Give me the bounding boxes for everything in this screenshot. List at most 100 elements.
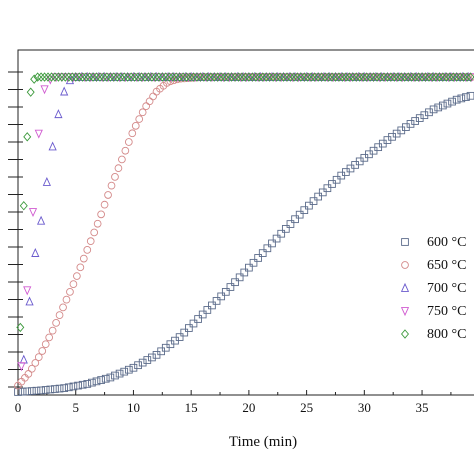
data-point: [438, 101, 447, 110]
data-point: [249, 258, 258, 267]
data-point: [47, 72, 56, 82]
data-point: [45, 333, 54, 342]
data-point: [28, 208, 38, 218]
data-point: [127, 72, 136, 82]
data-point: [57, 72, 66, 82]
data-point: [221, 288, 230, 296]
plot-border: [17, 49, 474, 396]
data-point: [263, 244, 272, 253]
data-point: [175, 333, 184, 341]
data-point: [93, 219, 102, 228]
data-point: [425, 108, 433, 117]
legend-label: 600 °C: [427, 235, 466, 250]
data-point: [48, 326, 57, 335]
data-point: [34, 353, 43, 361]
data-point: [97, 210, 105, 219]
data-point: [442, 72, 451, 82]
data-point: [359, 72, 368, 82]
legend-label: 650 °C: [427, 258, 466, 273]
legend-item: 800 °C: [401, 327, 466, 342]
data-point: [111, 173, 119, 181]
data-point: [83, 246, 92, 254]
axis-ticks: [8, 71, 452, 395]
data-point: [158, 72, 167, 82]
data-point: [352, 72, 361, 82]
data-point: [51, 385, 59, 393]
data-point: [89, 72, 98, 82]
data-point: [237, 72, 246, 82]
data-point: [142, 102, 150, 110]
data-point: [400, 72, 409, 82]
data-point: [97, 376, 105, 384]
data-point: [189, 319, 198, 328]
data-point: [134, 361, 142, 370]
data-point: [226, 283, 235, 291]
data-point: [334, 72, 343, 82]
data-point: [443, 99, 452, 108]
data-point: [90, 228, 99, 237]
data-point: [175, 72, 184, 82]
data-point: [148, 353, 156, 362]
data-point: [220, 72, 229, 82]
x-tick-label: 10: [127, 400, 140, 415]
data-point: [37, 386, 45, 395]
data-point: [123, 72, 132, 82]
data-point: [303, 72, 312, 82]
data-point: [66, 288, 74, 296]
data-point: [244, 72, 253, 82]
data-point: [147, 72, 156, 82]
data-point: [109, 72, 118, 82]
data-point: [296, 72, 305, 82]
data-point: [131, 121, 140, 130]
data-point: [310, 72, 319, 82]
data-point: [445, 72, 454, 82]
data-point: [92, 72, 101, 82]
data-point: [407, 72, 416, 82]
x-axis-title: Time (min): [229, 434, 297, 450]
data-point: [376, 72, 385, 82]
data-point: [206, 72, 215, 82]
data-point: [44, 72, 53, 82]
data-point: [124, 365, 133, 374]
legend-label: 800 °C: [427, 327, 466, 342]
data-point: [37, 72, 46, 82]
data-point: [95, 72, 104, 82]
data-point: [317, 72, 326, 82]
legend-marker: [400, 282, 410, 292]
data-point: [46, 385, 55, 394]
data-point: [281, 225, 290, 233]
data-point: [124, 138, 133, 146]
data-point: [130, 72, 139, 82]
data-point: [24, 370, 33, 378]
data-point: [104, 191, 112, 199]
data-point: [277, 229, 286, 238]
data-point: [235, 273, 244, 282]
x-tick-label: 0: [15, 400, 22, 415]
data-point: [52, 319, 60, 327]
data-point: [55, 384, 64, 393]
data-point: [463, 72, 472, 82]
legend-marker: [401, 238, 409, 246]
legend-marker: [401, 261, 409, 269]
data-point: [120, 367, 129, 376]
x-tick-label: 5: [72, 400, 79, 415]
data-point: [92, 377, 101, 386]
data-point: [234, 72, 243, 82]
data-point: [55, 311, 64, 319]
data-point: [19, 201, 28, 211]
data-point: [300, 206, 309, 215]
data-point: [321, 72, 330, 82]
x-tick-label: 20: [242, 400, 255, 415]
data-point: [31, 248, 40, 257]
data-point: [328, 72, 336, 82]
data-point: [386, 72, 395, 82]
data-point: [151, 72, 160, 82]
data-point: [161, 72, 170, 82]
data-point: [406, 120, 415, 128]
data-point: [265, 72, 274, 82]
plot-frame: [17, 49, 474, 396]
legend-item: 600 °C: [401, 235, 466, 250]
series-triangle-up: [19, 71, 473, 364]
data-point: [258, 249, 267, 257]
data-point: [369, 72, 378, 82]
